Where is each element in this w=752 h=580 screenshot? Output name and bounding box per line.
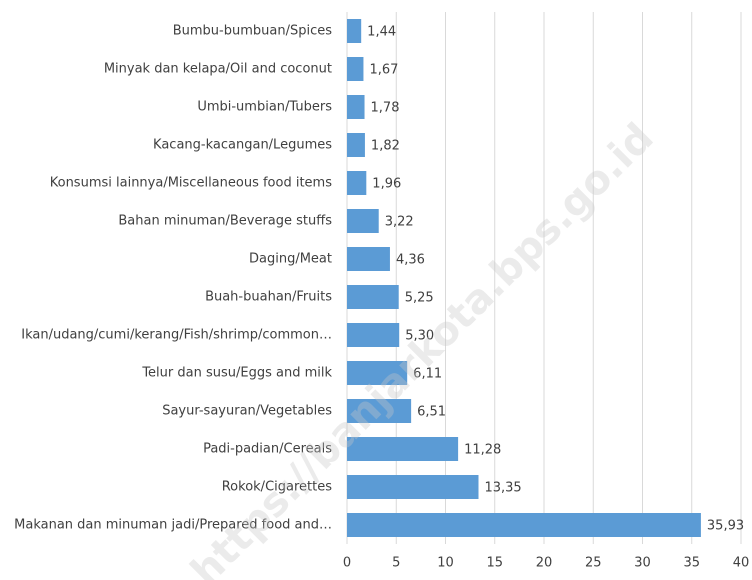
- x-tick-label: 35: [683, 556, 700, 571]
- x-tick-label: 40: [733, 556, 750, 571]
- y-tick-label: Telur dan susu/Eggs and milk: [141, 366, 332, 381]
- y-tick-label: Kacang-kacangan/Legumes: [153, 138, 332, 153]
- bar: [347, 19, 362, 43]
- value-label: 11,28: [464, 443, 501, 458]
- value-label: 1,44: [367, 25, 396, 40]
- value-label: 5,25: [405, 291, 434, 306]
- y-tick-label: Bahan minuman/Beverage stuffs: [118, 214, 332, 229]
- x-tick-label: 20: [536, 556, 553, 571]
- bar: [347, 171, 367, 195]
- value-label: 3,22: [385, 215, 414, 230]
- bar: [347, 57, 364, 81]
- bar: [347, 209, 379, 233]
- x-tick-label: 30: [634, 556, 651, 571]
- bar: [347, 247, 390, 271]
- y-tick-label: Umbi-umbian/Tubers: [197, 100, 332, 115]
- value-label: 1,67: [369, 63, 398, 78]
- y-tick-label: Padi-padian/Cereals: [203, 442, 332, 457]
- value-label: 1,96: [372, 177, 401, 192]
- y-tick-label: Rokok/Cigarettes: [222, 480, 332, 495]
- bar: [347, 399, 412, 423]
- x-tick-label: 25: [585, 556, 602, 571]
- y-tick-label: Minyak dan kelapa/Oil and coconut: [104, 62, 332, 77]
- y-tick-label: Ikan/udang/cumi/kerang/Fish/shrimp/commo…: [21, 328, 332, 343]
- y-tick-label: Konsumsi lainnya/Miscellaneous food item…: [50, 176, 332, 191]
- bar: [347, 513, 701, 537]
- x-tick-label: 5: [392, 556, 400, 571]
- y-tick-label: Sayur-sayuran/Vegetables: [162, 404, 332, 419]
- y-tick-label: Makanan dan minuman jadi/Prepared food a…: [14, 518, 332, 533]
- bar: [347, 285, 399, 309]
- y-tick-label: Buah-buahan/Fruits: [205, 290, 332, 305]
- x-tick-label: 10: [437, 556, 454, 571]
- value-label: 1,78: [371, 101, 400, 116]
- bar: [347, 437, 459, 461]
- value-label: 1,82: [371, 139, 400, 154]
- y-tick-label: Bumbu-bumbuan/Spices: [173, 24, 332, 39]
- value-label: 6,11: [413, 367, 442, 382]
- value-label: 5,30: [405, 329, 434, 344]
- bar: [347, 323, 400, 347]
- value-label: 13,35: [484, 481, 521, 496]
- bar: [347, 361, 408, 385]
- x-tick-label: 0: [343, 556, 351, 571]
- bar: [347, 133, 365, 157]
- bar: [347, 475, 479, 499]
- value-label: 6,51: [417, 405, 446, 420]
- value-label: 35,93: [707, 519, 744, 534]
- y-tick-label: Daging/Meat: [249, 252, 332, 267]
- bar: [347, 95, 365, 119]
- x-tick-label: 15: [486, 556, 503, 571]
- value-label: 4,36: [396, 253, 425, 268]
